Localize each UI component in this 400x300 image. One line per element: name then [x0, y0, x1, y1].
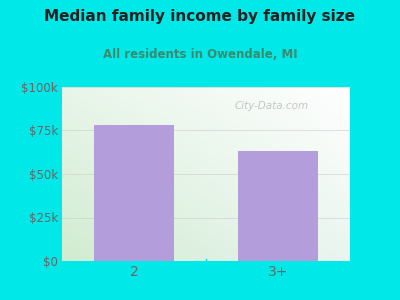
Text: Median family income by family size: Median family income by family size — [44, 9, 356, 24]
Bar — [238, 152, 318, 261]
Text: City-Data.com: City-Data.com — [235, 101, 309, 111]
Text: All residents in Owendale, MI: All residents in Owendale, MI — [103, 48, 297, 61]
Bar — [94, 125, 174, 261]
